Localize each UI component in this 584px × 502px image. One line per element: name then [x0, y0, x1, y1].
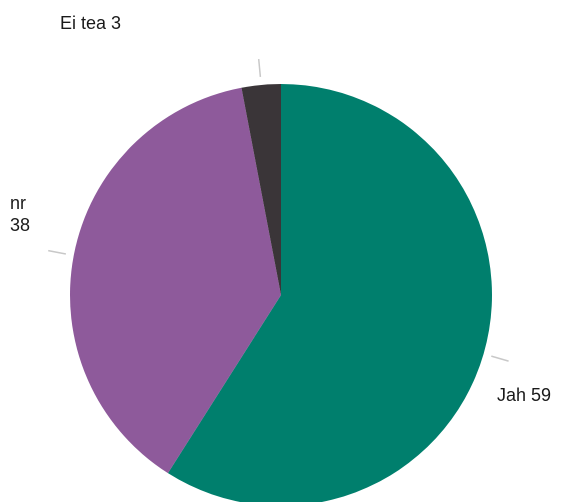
leader-line-ei	[48, 249, 67, 255]
pie-slice-ei-tea	[241, 84, 281, 295]
slice-label-ei-line1: nr	[10, 193, 27, 213]
leader-line-jah	[491, 355, 509, 362]
pie-slice-ei	[69, 87, 282, 474]
slice-label-jah: Jah 59	[497, 385, 552, 405]
pie-slices	[69, 84, 492, 502]
leader-lines	[48, 58, 509, 362]
slice-label-ei-tea: Ei tea 3	[60, 13, 122, 33]
pie-slice-jah	[167, 84, 492, 502]
slice-label-ei: nr 38	[10, 192, 30, 236]
leader-line-ei-tea	[257, 58, 262, 78]
slice-label-ei-line2: 38	[10, 215, 31, 235]
